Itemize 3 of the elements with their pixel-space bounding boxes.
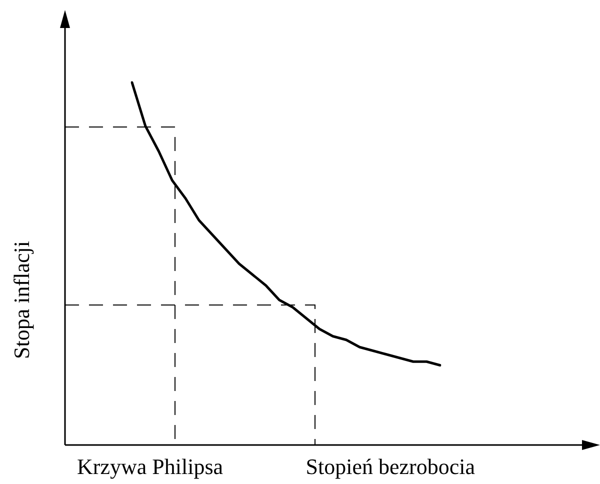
y-axis-title: Stopa inflacji: [8, 241, 34, 359]
text: Krzywa Philipsa: [77, 454, 224, 479]
x-axis-title: Stopień bezrobocia: [306, 454, 476, 479]
